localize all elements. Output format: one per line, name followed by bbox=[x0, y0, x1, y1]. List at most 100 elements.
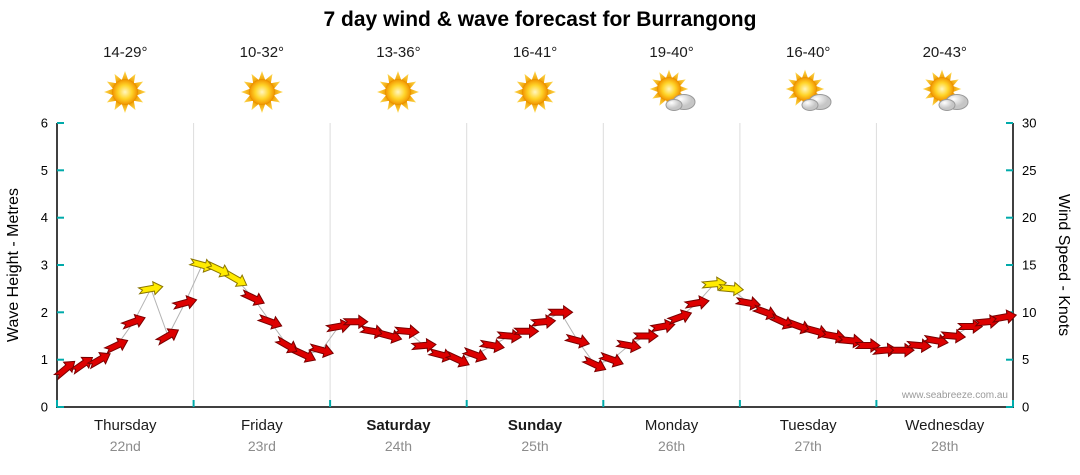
wind-arrow bbox=[581, 355, 607, 373]
svg-text:30: 30 bbox=[1022, 116, 1036, 131]
day-temp: 16-40° bbox=[785, 44, 831, 61]
wind-arrow bbox=[939, 328, 967, 344]
day-label: Tuesday 27th bbox=[740, 417, 877, 454]
weather-icon-slot bbox=[740, 64, 877, 120]
wind-arrow bbox=[956, 319, 984, 334]
day-date: 23rd bbox=[247, 438, 276, 454]
wind-arrow bbox=[666, 309, 693, 325]
wind-arrow bbox=[120, 313, 146, 330]
wind-arrow bbox=[615, 338, 642, 354]
wind-arrow bbox=[513, 323, 540, 339]
weather-icon-slot bbox=[57, 64, 194, 120]
wind-arrow bbox=[256, 313, 283, 330]
cloud bbox=[938, 94, 969, 111]
wind-arrow bbox=[905, 338, 932, 354]
weather-icon-slot bbox=[603, 64, 740, 120]
day-label: Sunday 25th bbox=[467, 417, 604, 454]
wind-arrow bbox=[478, 338, 505, 354]
day-date: 28th bbox=[931, 438, 959, 454]
page-title: 7 day wind & wave forecast for Burrangon… bbox=[323, 8, 757, 31]
wind-arrow bbox=[342, 314, 369, 330]
wind-arrow bbox=[274, 335, 299, 354]
cloud bbox=[665, 94, 696, 111]
wind-arrow bbox=[802, 324, 830, 340]
day-name: Thursday bbox=[94, 417, 157, 434]
wind-arrow bbox=[563, 333, 591, 349]
wind-arrow bbox=[529, 314, 557, 330]
wind-arrow bbox=[444, 350, 470, 368]
day-temp: 19-40° bbox=[649, 44, 694, 61]
day-date: 22nd bbox=[109, 438, 141, 454]
wind-arrow bbox=[154, 328, 180, 346]
day-date: 24th bbox=[384, 438, 413, 454]
day-name: Sunday bbox=[507, 417, 563, 434]
wind-arrow bbox=[103, 337, 129, 355]
wind-arrow bbox=[717, 281, 745, 297]
wind-arrow bbox=[86, 351, 111, 370]
wind-arrow bbox=[700, 276, 728, 292]
wind-arrow bbox=[290, 346, 317, 363]
wind-arrow bbox=[734, 295, 762, 311]
day-date: 25th bbox=[521, 438, 549, 454]
wind-arrow bbox=[785, 318, 812, 335]
svg-text:2: 2 bbox=[41, 305, 48, 320]
wind-arrow bbox=[222, 269, 248, 287]
weather-icon-slot bbox=[876, 64, 1013, 120]
day-name: Tuesday bbox=[779, 417, 837, 434]
icons-row bbox=[57, 64, 1013, 120]
sun-icon bbox=[514, 71, 557, 113]
weather-icon-slot bbox=[194, 64, 331, 120]
watermark: www.seabreeze.com.au bbox=[901, 390, 1008, 401]
day-date: 26th bbox=[657, 438, 686, 454]
wind-arrow bbox=[307, 343, 335, 359]
svg-text:6: 6 bbox=[41, 116, 48, 131]
wind-arrow bbox=[598, 351, 624, 368]
wind-arrow bbox=[324, 318, 352, 334]
wind-arrow bbox=[837, 333, 864, 349]
temps-row: 14-29° 10-32° 13-36° 16-41° 19-40° 16-40… bbox=[57, 44, 1013, 61]
wind-arrow bbox=[239, 289, 265, 306]
wind-arrow bbox=[751, 304, 778, 321]
wind-arrow bbox=[69, 356, 94, 375]
day-temp: 20-43° bbox=[922, 44, 967, 61]
svg-text:1: 1 bbox=[41, 352, 48, 367]
day-temp: 13-36° bbox=[376, 44, 421, 61]
day-name: Friday bbox=[241, 417, 283, 434]
wind-arrow bbox=[53, 360, 76, 381]
day-name: Monday bbox=[644, 417, 699, 434]
svg-text:20: 20 bbox=[1022, 210, 1036, 225]
wind-arrow bbox=[205, 260, 231, 278]
sun-cloud-icon bbox=[649, 69, 696, 111]
day-label: Thursday 22nd bbox=[57, 417, 194, 454]
svg-text:10: 10 bbox=[1022, 305, 1036, 320]
wind-arrow bbox=[427, 348, 454, 363]
sun-cloud-icon bbox=[922, 69, 969, 111]
wind-arrow bbox=[649, 318, 676, 334]
day-label: Saturday 24th bbox=[330, 417, 467, 454]
days-row: Thursday 22nd Friday 23rd Saturday 24th … bbox=[57, 417, 1013, 454]
day-name: Wednesday bbox=[905, 417, 985, 434]
wind-arrow bbox=[973, 314, 1001, 330]
day-label: Monday 26th bbox=[603, 417, 740, 454]
wind-arrow bbox=[990, 309, 1018, 325]
wind-arrow bbox=[171, 295, 198, 310]
wind-arrow bbox=[393, 324, 420, 339]
cloud bbox=[801, 94, 832, 111]
day-label: Wednesday 28th bbox=[876, 417, 1013, 454]
day-date: 27th bbox=[794, 438, 822, 454]
day-name: Saturday bbox=[366, 417, 431, 434]
wind-arrow bbox=[461, 347, 488, 363]
svg-text:25: 25 bbox=[1022, 163, 1036, 178]
sun-icon bbox=[377, 71, 420, 113]
wind-arrow bbox=[632, 328, 659, 344]
sun-icon bbox=[240, 71, 283, 113]
day-temp: 16-41° bbox=[512, 44, 558, 61]
weather-icon-slot bbox=[330, 64, 467, 120]
weather-icon-slot bbox=[467, 64, 604, 120]
svg-text:5: 5 bbox=[41, 163, 48, 178]
svg-text:3: 3 bbox=[41, 258, 48, 273]
wind-arrow bbox=[547, 304, 574, 320]
svg-text:5: 5 bbox=[1022, 352, 1029, 367]
